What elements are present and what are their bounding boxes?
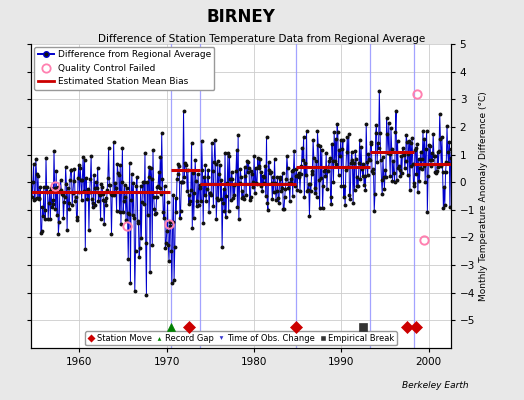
Legend: Station Move, Record Gap, Time of Obs. Change, Empirical Break: Station Move, Record Gap, Time of Obs. C… [85, 331, 397, 345]
Y-axis label: Monthly Temperature Anomaly Difference (°C): Monthly Temperature Anomaly Difference (… [479, 91, 488, 301]
Title: BIRNEY: BIRNEY [206, 8, 276, 26]
Text: Difference of Station Temperature Data from Regional Average: Difference of Station Temperature Data f… [99, 34, 425, 44]
Text: Berkeley Earth: Berkeley Earth [402, 381, 469, 390]
